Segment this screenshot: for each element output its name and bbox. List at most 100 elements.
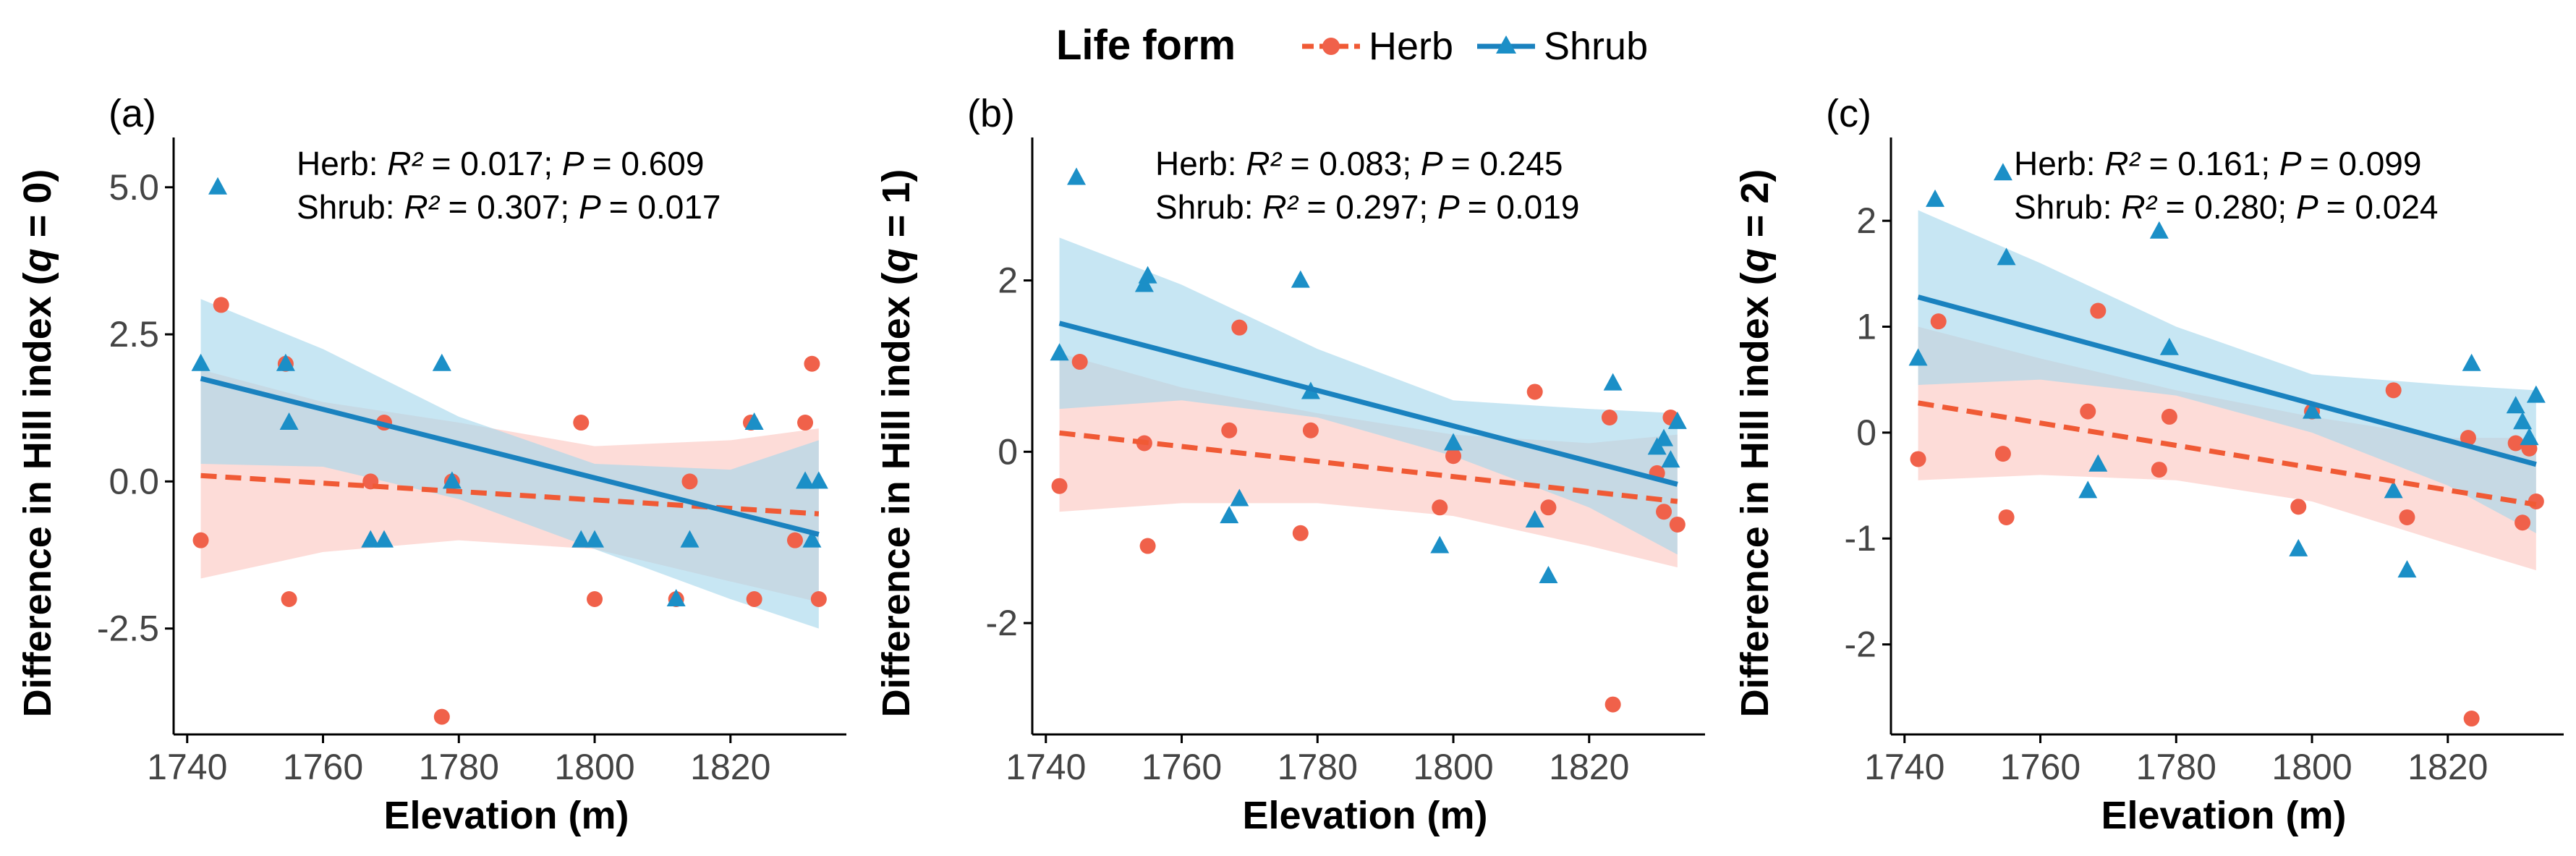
herb-point [2161,408,2177,425]
x-tick-label: 1740 [147,747,227,787]
shrub-point [1997,247,2016,266]
shrub-point [2159,337,2179,355]
herb-stats-group: Herb: [2014,145,2104,182]
legend-herb-label: Herb [1369,25,1453,68]
x-tick-label: 1780 [419,747,499,787]
herb-stats-annotation: Herb: R² = 0.083; P = 0.245 [1155,145,1563,182]
panel-label: (b) [967,92,1015,135]
herb-point [1910,451,1926,467]
herb-point [1604,696,1621,713]
herb-stats-r2-value: = 0.017; [432,145,562,182]
y-axis-label: Difference in Hill index (q = 1) [875,169,918,718]
shrub-point [361,530,381,548]
herb-stats-annotation: Herb: R² = 0.017; P = 0.609 [297,145,704,182]
shrub-fit-line [1058,321,1678,487]
legend-item-shrub: Shrub [1477,25,1648,68]
shrub-point [2303,401,2322,419]
shrub-point [1050,343,1069,361]
herb-point [192,532,209,548]
y-tick-label: 2.5 [109,314,159,355]
herb-fit-line [1059,430,1678,504]
y-axis-label-suffix: = 1) [875,169,918,249]
herb-point [213,297,229,313]
shrub-point [666,588,686,606]
shrub-point [208,177,228,195]
triangle-marker-icon [1496,35,1516,54]
shrub-point [680,530,700,548]
herb-stats-p-value: = 0.099 [2310,145,2422,182]
y-axis-label-suffix: = 2) [1733,169,1777,249]
shrub-point [2088,454,2108,472]
shrub-stats-p-value: = 0.017 [609,188,721,226]
x-tick-label: 1760 [283,747,363,787]
legend-item-herb: Herb [1302,25,1453,68]
herb-point [1292,525,1309,541]
herb-point [2463,711,2480,727]
x-tick-label: 1820 [690,747,770,787]
y-axis-label: Difference in Hill index (q = 2) [1733,169,1777,718]
shrub-point [796,471,815,489]
y-tick-label: 5.0 [109,167,159,208]
herb-point [1071,354,1088,370]
herb-point [2399,509,2415,525]
shrub-point [1430,535,1450,554]
shrub-point [571,530,591,548]
herb-point [2090,302,2107,319]
shrub-point [1539,565,1558,583]
herb-point [587,590,603,607]
shrub-stats-annotation: Shrub: R² = 0.307; P = 0.017 [297,188,721,226]
x-axis-label: Elevation (m) [383,794,629,837]
shrub-confidence-band [200,299,819,629]
shrub-point [1908,348,1928,366]
herb-point [797,415,814,431]
y-tick-label: 0.0 [109,461,159,501]
herb-point [810,590,827,607]
shrub-point [1067,167,1087,185]
shrub-point [442,471,462,489]
herb-point [2290,499,2307,515]
herb-point [433,708,450,725]
shrub-point [1993,163,2012,181]
shrub-point [2149,221,2169,239]
x-tick-label: 1780 [1278,747,1358,787]
x-tick-label: 1800 [2271,747,2352,787]
shrub-point [1926,189,1945,207]
y-tick-label: -1 [1845,518,1876,559]
y-tick-label: 0 [1856,412,1876,453]
x-tick-label: 1800 [1413,747,1493,787]
y-axis-label-prefix: Difference in Hill index ( [16,272,59,717]
y-tick-label: 0 [998,431,1018,472]
herb-point [2151,462,2167,478]
y-axis-label: Difference in Hill index (q = 0) [16,169,59,718]
shrub-point [279,412,299,431]
shrub-point [1654,428,1674,446]
herb-stats-annotation: Herb: R² = 0.161; P = 0.099 [2014,145,2421,182]
herb-point [804,355,820,372]
shrub-point [1661,450,1680,468]
shrub-confidence-band [1059,237,1678,555]
panel-label: (c) [1826,92,1871,135]
shrub-point [2397,560,2417,578]
herb-point [1221,422,1238,438]
shrub-stats-p-value: = 0.019 [1468,188,1580,226]
shrub-point [432,353,451,371]
herb-point [1445,448,1462,465]
herb-point [2080,403,2096,420]
shrub-point [276,353,295,371]
shrub-point [1603,373,1623,391]
herb-point [1994,446,2011,462]
herb-point [1656,504,1672,520]
herb-stats-r2-label: R² [1246,145,1290,182]
x-tick-label: 1820 [2407,747,2488,787]
x-axis-label: Elevation (m) [2101,794,2346,837]
shrub-point [744,412,764,431]
chart-panel-b: (b) -2 0 2 1740 1760 1780 1800 1820 Elevation (m)… [875,92,1705,837]
y-axis-label-prefix: Difference in Hill index ( [875,272,918,717]
shrub-stats-group: Shrub: [1155,188,1262,226]
herb-point [1540,499,1557,516]
y-tick-label: 2 [1856,200,1876,241]
circle-marker-icon [1322,38,1340,55]
herb-stats-p-label: P [2279,145,2310,182]
x-tick-label: 1760 [1142,747,1222,787]
herb-point [1601,409,1618,425]
